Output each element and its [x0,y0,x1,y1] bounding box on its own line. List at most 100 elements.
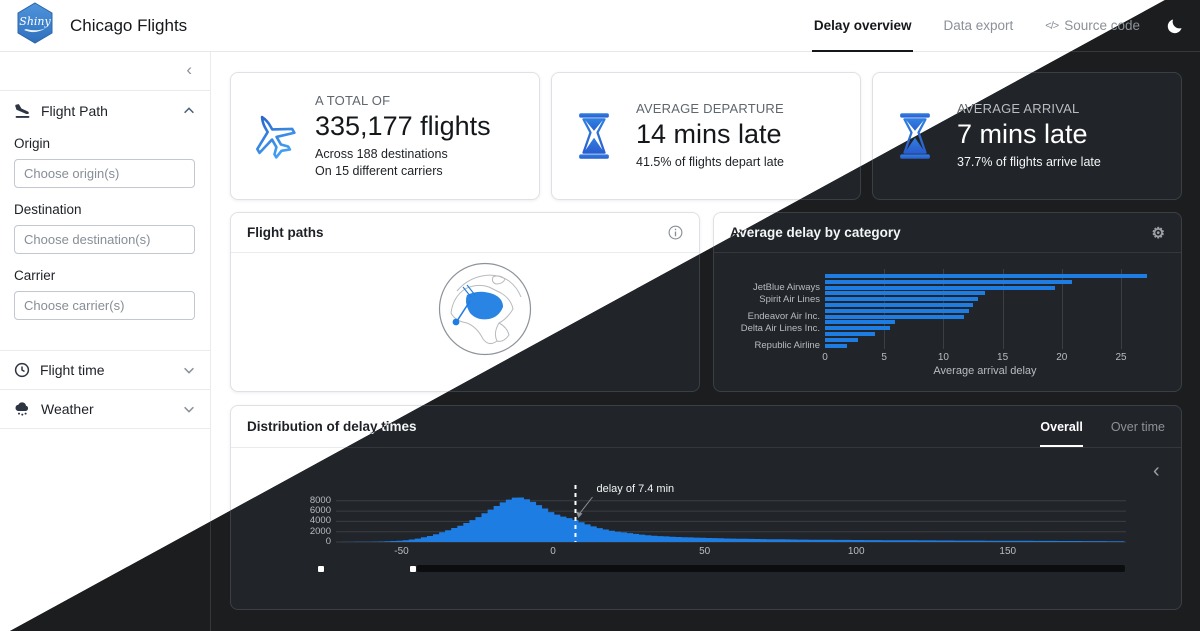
axis-tick: 150 [999,546,1017,557]
origin-label: Origin [14,136,51,151]
dark-mode-toggle[interactable] [1166,0,1184,52]
airplane-icon [231,108,315,164]
value-box-avg-departure: AVERAGE DEPARTURE 14 mins late 41.5% of … [551,72,861,200]
bar [825,303,973,307]
tab-over-time[interactable]: Over time [1110,419,1165,434]
hourglass-icon [552,111,636,161]
panel-collapse-icon[interactable]: ‹ [1153,460,1160,482]
bar [825,314,964,319]
gridline [1121,269,1122,349]
clock-icon [14,362,30,378]
axis-tick: 4000 [309,515,331,527]
axis-tick: 10 [937,352,949,363]
bar-category-label: Delta Air Lines Inc. [740,322,820,334]
annotation-arrowhead [575,511,583,518]
chevron-up-icon [184,106,194,113]
bar [825,274,1148,278]
value-box-subtitle: 37.7% of flights arrive late [957,155,1101,170]
accordion-label: Weather [41,401,94,417]
bar-category-label: Endeavor Air Inc. [747,311,820,323]
chevron-down-icon [184,367,194,374]
bar [825,326,891,331]
bar [825,308,970,313]
moon-icon [1167,18,1182,33]
flight-paths-header: Flight paths [231,213,699,253]
cloud-rain-icon [15,402,29,416]
tab-data-export[interactable]: Data export [943,18,1014,33]
value-box-title: A TOTAL OF [315,93,391,108]
slider-handle[interactable] [410,566,416,572]
value-box-subtitle: 41.5% of flights depart late [636,155,785,170]
value-box-value: 335,177 flights [315,111,491,141]
bar-category-label: JetBlue Airways [752,282,820,294]
axis-tick: 0 [325,536,331,547]
axis-tick: 50 [699,546,711,557]
axis-tick: -50 [394,546,409,557]
value-box-content: A TOTAL OF 335,177 flights Across 188 de… [315,93,491,179]
value-box-title: AVERAGE DEPARTURE [636,101,784,117]
accordion-label: Flight time [40,362,105,378]
gridline [1061,269,1063,349]
value-box-total-flights: A TOTAL OF 335,177 flights Across 188 de… [230,72,540,200]
globe-map[interactable] [437,261,533,357]
accordion-flight-time[interactable]: Flight time [0,351,210,389]
tab-delay-overview[interactable]: Delay overview [812,0,914,52]
slider-handle[interactable] [318,566,324,572]
slider-range-bar[interactable] [417,565,1125,572]
accordion-label: Flight Path [41,102,108,119]
destination-input[interactable] [14,225,195,254]
annotation-arrow [578,496,593,516]
info-icon[interactable] [668,225,683,240]
card-title: Average delay by category [730,225,901,240]
axis-tick: 8000 [309,494,331,506]
navbar: Shiny Chicago Flights Delay overview Dat… [0,0,1200,52]
code-icon: </> [1045,19,1059,32]
value-box-title: AVERAGE ARRIVAL [957,101,1080,117]
nav-tabs: Delay overview Data export </> Source co… [798,0,1184,52]
brand: Shiny Chicago Flights [16,2,187,49]
bar [825,320,895,325]
axis-tick: 0 [822,352,828,363]
axis-tick: 6000 [309,505,331,517]
sidebar-collapse-icon[interactable]: ‹ [186,60,192,79]
axis-tick: 25 [1115,352,1127,363]
accordion-weather[interactable]: Weather [0,390,210,428]
avg-delay-card: Average delay by category ⚙ 0 5 10 15 20 25 Je… [713,212,1182,392]
svg-text:Shiny: Shiny [19,15,51,28]
chevron-down-icon [184,406,194,413]
value-box-value: 14 mins late [636,119,782,150]
card-title: Flight paths [247,225,324,240]
bar [825,332,875,336]
flight-path-fields: Origin Destination Carrier [0,130,210,350]
bar-chart-xlabel: Average arrival delay [933,365,1037,377]
destination-label: Destination [14,202,82,217]
distribution-tabs: Overall Over time [1040,407,1165,447]
value-box-content: AVERAGE ARRIVAL 7 mins late 37.7% of fli… [957,101,1101,171]
bar [825,343,848,348]
axis-tick: 15 [997,352,1009,363]
distribution-card: Distribution of delay times Overall Over… [230,405,1182,610]
app-title: Chicago Flights [70,15,188,35]
histogram-svg: delay of 7.4 min [336,483,1126,543]
sidebar-collapse-row: ‹ [0,52,210,91]
bar [825,279,1073,284]
axis-tick: 0 [550,546,556,557]
card-title: Distribution of delay times [247,419,417,434]
gridline [1002,269,1004,349]
histogram-area [336,497,1126,542]
axis-tick: 100 [847,546,865,557]
bar [825,285,1055,290]
value-box-content: AVERAGE DEPARTURE 14 mins late 41.5% of … [636,101,784,171]
tab-overall[interactable]: Overall [1040,407,1083,447]
value-box-value: 7 mins late [957,119,1088,150]
avg-delay-header: Average delay by category ⚙ [714,213,1181,253]
gear-icon[interactable]: ⚙ [1151,224,1165,242]
bar [825,297,978,302]
sidebar: ‹ Flight Path Origin Destination Carrier [0,52,211,631]
origin-input[interactable] [14,159,195,188]
accordion-flight-path[interactable]: Flight Path [0,91,210,130]
carrier-input[interactable] [14,291,195,320]
